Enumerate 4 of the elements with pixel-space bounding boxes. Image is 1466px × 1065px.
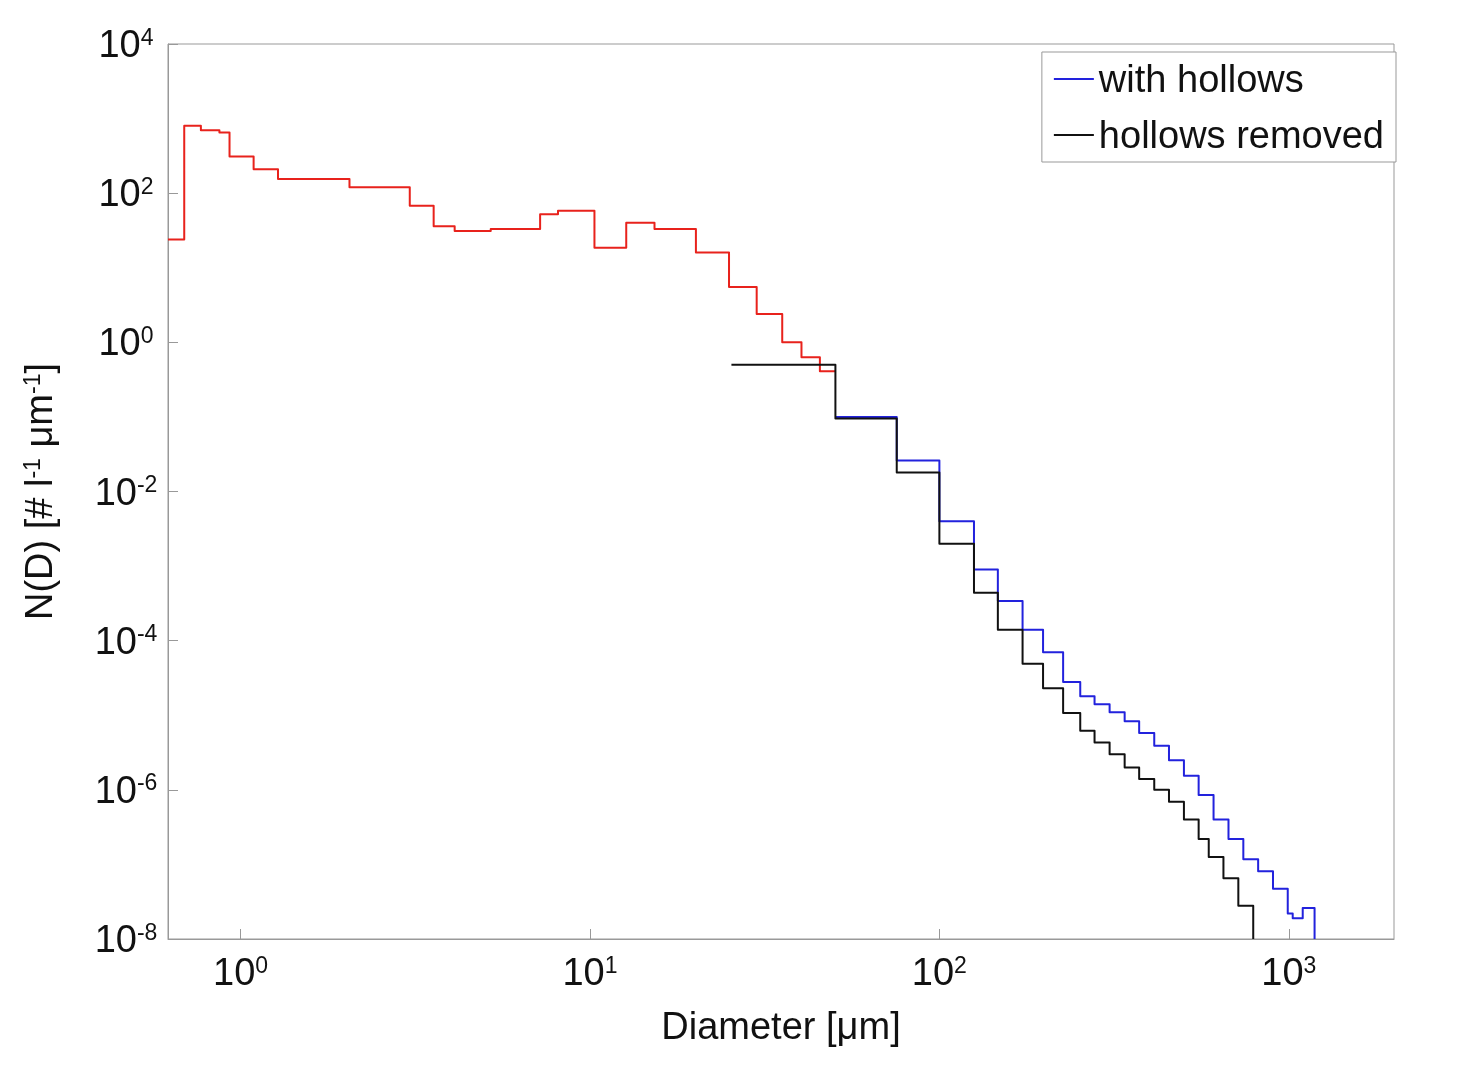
legend-label: with hollows [1097, 58, 1304, 100]
y-axis-title: N(D) [# l-1 μm-1] [18, 362, 60, 621]
legend-label: hollows removed [1098, 114, 1385, 156]
x-axis-title: Diameter [μm] [661, 1005, 901, 1047]
